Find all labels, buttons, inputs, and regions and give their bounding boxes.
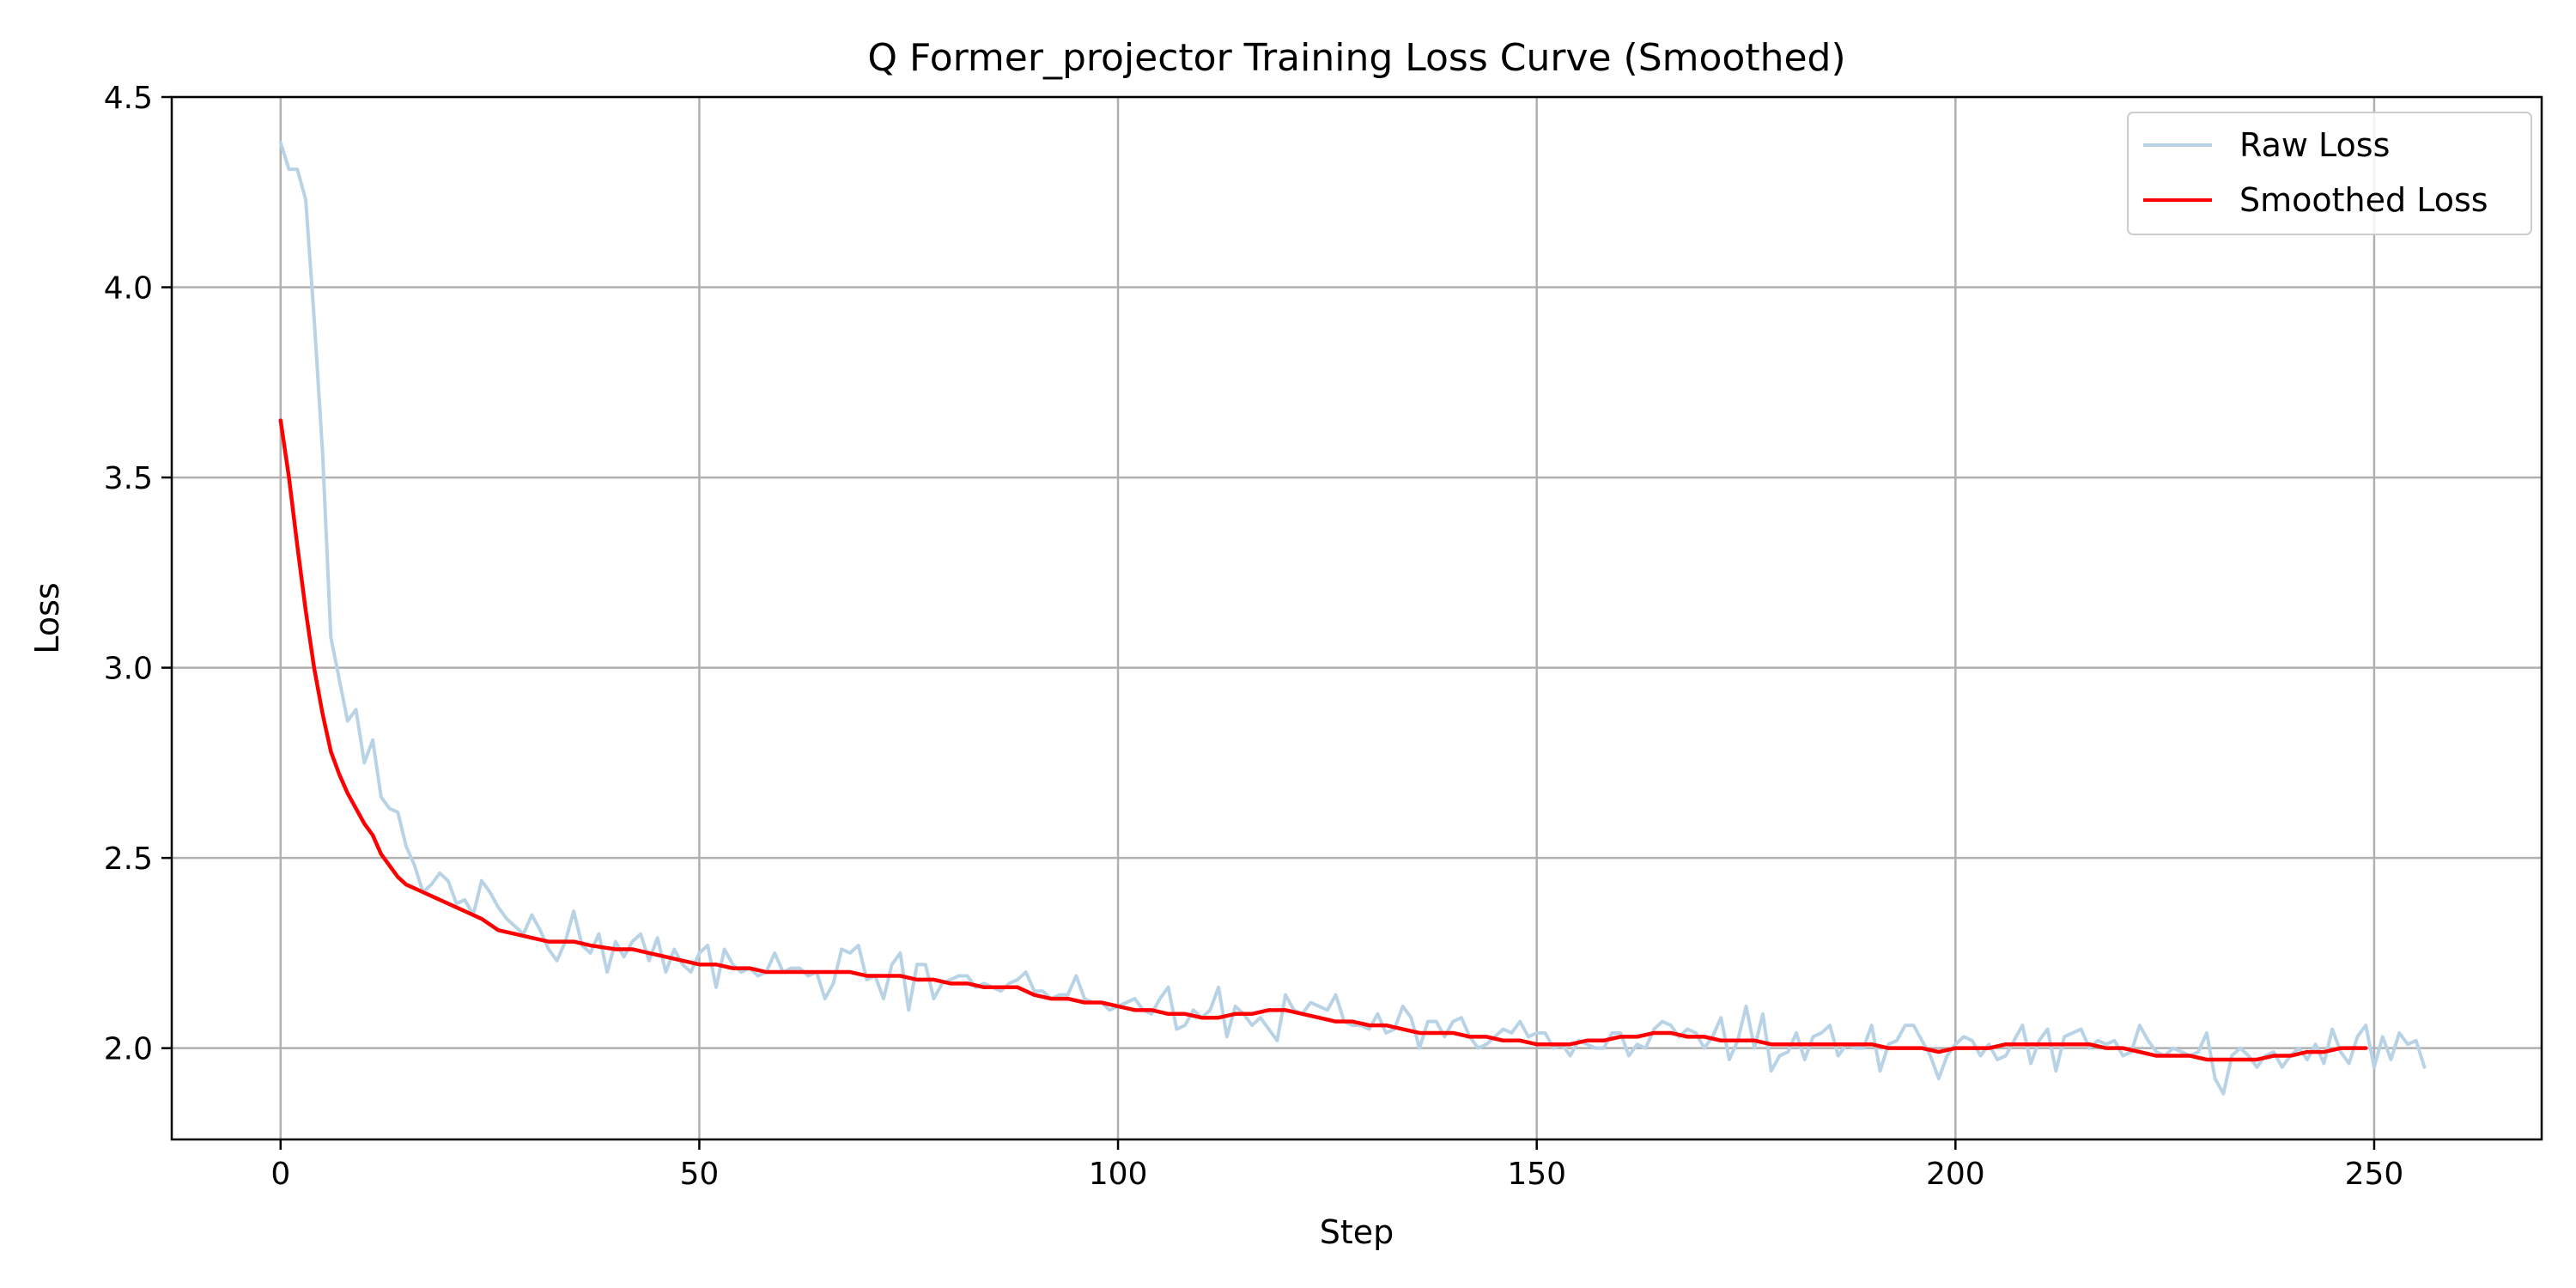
x-tick-label: 150 <box>1507 1157 1566 1192</box>
y-tick-label: 2.0 <box>104 1032 153 1067</box>
legend: Raw Loss Smoothed Loss <box>2127 112 2532 235</box>
chart-title: Q Former_projector Training Loss Curve (… <box>867 36 1845 80</box>
y-tick-label: 3.0 <box>104 652 153 687</box>
smoothed-loss-line <box>278 418 2368 1062</box>
y-axis-label: Loss <box>28 582 66 653</box>
y-tick-label: 3.5 <box>104 461 153 496</box>
y-tick-label: 2.5 <box>104 841 153 877</box>
grid <box>172 95 2542 1139</box>
legend-box <box>2127 112 2532 235</box>
y-tick-label: 4.5 <box>104 81 153 116</box>
x-tick-label: 0 <box>270 1157 290 1192</box>
y-tick-label: 4.0 <box>104 271 153 307</box>
x-tick-label: 250 <box>2345 1157 2404 1192</box>
x-tick-label: 50 <box>680 1157 720 1192</box>
plot-frame <box>170 95 2543 1141</box>
legend-label-smoothed-loss: Smoothed Loss <box>2239 181 2488 219</box>
legend-label-raw-loss: Raw Loss <box>2239 126 2390 164</box>
x-tick-label: 200 <box>1926 1157 1985 1192</box>
x-axis-label: Step <box>1320 1213 1394 1251</box>
x-tick-label: 100 <box>1089 1157 1148 1192</box>
raw-loss-line <box>278 141 2427 1096</box>
plot-area <box>278 141 2427 1096</box>
axis-ticks: 0 50 100 150 200 250 2.0 2.5 3.0 3.5 4.0 4.5 <box>104 81 2404 1192</box>
